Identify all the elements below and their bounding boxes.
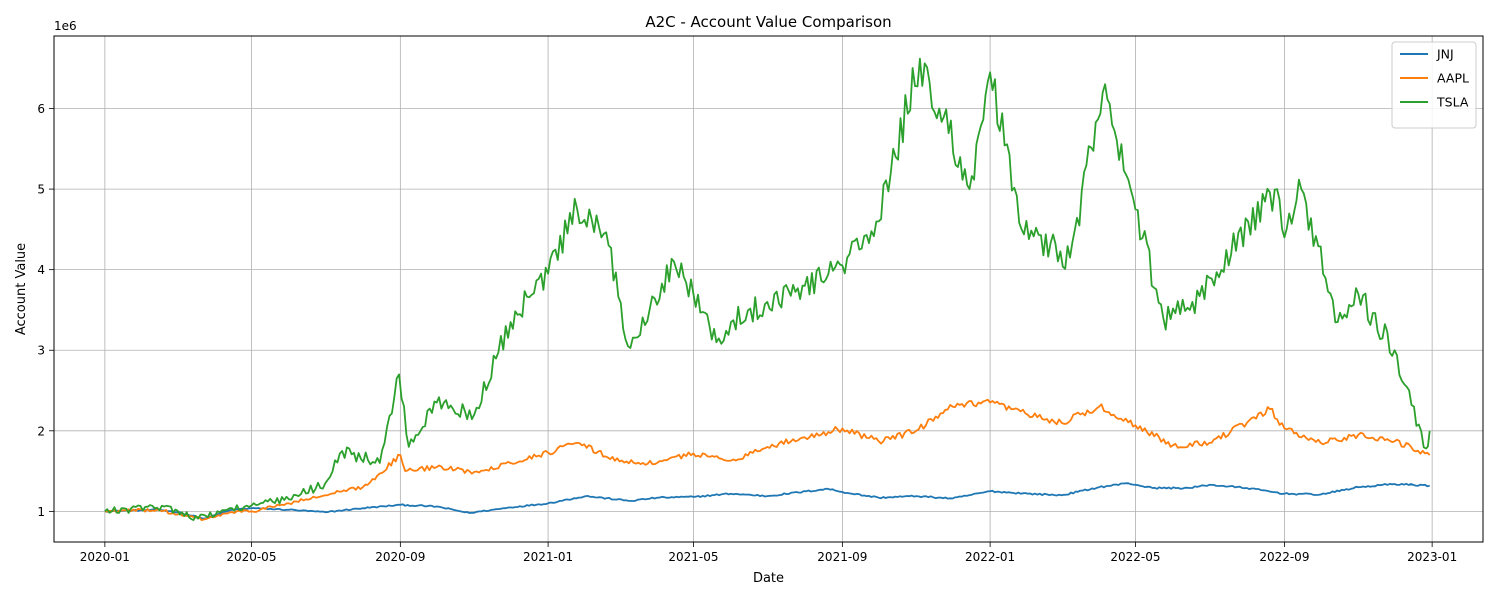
x-tick-label: 2023-01 <box>1407 550 1457 564</box>
series-line-jnj <box>104 482 1430 520</box>
x-tick-label: 2020-01 <box>80 550 130 564</box>
x-tick-label: 2021-09 <box>817 550 867 564</box>
x-tick-label: 2022-09 <box>1259 550 1309 564</box>
axis-ticks: 2020-01 2020-05 2020-09 2021-01 2021-05 2021-… <box>37 102 1457 564</box>
x-tick-label: 2022-01 <box>965 550 1015 564</box>
legend-box <box>1391 41 1477 129</box>
y-tick-label: 4 <box>37 263 45 277</box>
y-tick-label: 6 <box>37 102 45 116</box>
legend-label-aapl: AAPL <box>1437 71 1469 86</box>
x-tick-label: 2022-05 <box>1110 550 1160 564</box>
y-axis-label: Account Value <box>14 243 29 335</box>
grid-lines <box>54 36 1483 542</box>
x-tick-label: 2021-01 <box>523 550 573 564</box>
plot-frame <box>53 35 1484 543</box>
y-tick-label: 1 <box>37 505 45 519</box>
x-tick-label: 2020-05 <box>226 550 276 564</box>
chart-title: A2C - Account Value Comparison <box>645 13 891 31</box>
x-tick-label: 2020-09 <box>375 550 425 564</box>
legend-label-jnj: JNJ <box>1436 47 1454 62</box>
y-tick-label: 2 <box>37 424 45 438</box>
y-tick-label: 3 <box>37 344 45 358</box>
x-tick-label: 2021-05 <box>668 550 718 564</box>
series-line-tsla <box>104 57 1431 521</box>
y-scale-label: 1e6 <box>54 19 77 33</box>
y-tick-label: 5 <box>37 183 45 197</box>
x-axis-label: Date <box>753 571 784 586</box>
legend: JNJ AAPL TSLA <box>1391 41 1477 129</box>
series-line-aapl <box>104 398 1431 522</box>
series-lines <box>104 57 1431 522</box>
legend-label-tsla: TSLA <box>1436 95 1469 110</box>
